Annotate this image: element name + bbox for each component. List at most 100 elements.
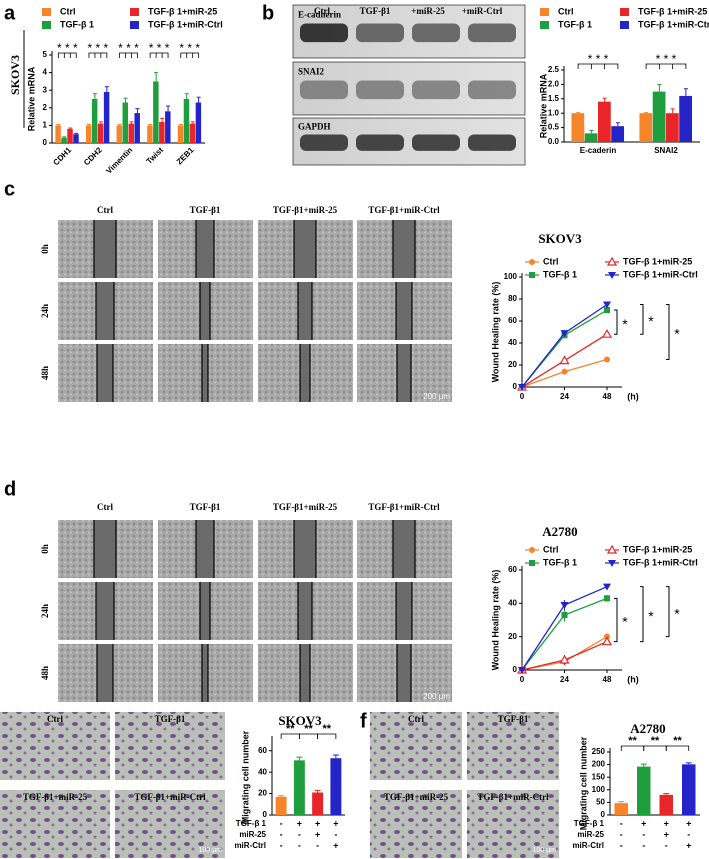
wound-gap	[397, 644, 411, 702]
bar	[293, 760, 305, 815]
y-tick-label: 100	[592, 785, 606, 794]
condition-sign: +	[664, 818, 669, 828]
legend-swatch	[130, 21, 139, 29]
wound-gap	[393, 220, 415, 278]
bar	[195, 102, 202, 143]
blot-band	[300, 23, 348, 43]
legend-label: TGF-β 1+miR-Ctrl	[623, 557, 698, 567]
x-tick-label: Twist	[145, 145, 166, 166]
significance-label: * * *	[57, 41, 78, 55]
legend-swatch	[620, 21, 629, 29]
legend-label: TGF-β 1	[60, 19, 94, 29]
bar	[61, 137, 67, 143]
bar	[598, 101, 611, 142]
panel-letter: c	[4, 178, 15, 200]
y-axis-label: Migrating cell number	[240, 730, 250, 824]
condition-sign: +	[641, 818, 646, 828]
y-tick-label: 1.5	[548, 94, 560, 103]
panel-letter: a	[4, 2, 16, 24]
blot-band	[300, 80, 348, 100]
blot-row-label: SNAI2	[298, 67, 325, 77]
significance-bracket	[666, 304, 670, 360]
x-tick-label: 24	[560, 392, 569, 401]
marker	[603, 583, 611, 591]
condition-sign: +	[315, 818, 320, 828]
condition-sign: -	[298, 840, 301, 850]
scale-bar-label: 200 μm	[423, 692, 450, 701]
image-label: TGF-β1	[155, 714, 186, 724]
y-tick-label: 0	[513, 665, 518, 674]
condition-sign: +	[664, 829, 669, 839]
image-column-label: TGF-β1	[190, 205, 221, 215]
y-tick-label: 200	[592, 760, 606, 769]
significance-label: *	[622, 614, 628, 630]
condition-sign: -	[687, 829, 690, 839]
blot-band	[468, 80, 516, 100]
bar	[659, 794, 673, 815]
x-tick-label: 0	[520, 392, 525, 401]
microscopy-image	[0, 712, 110, 780]
y-tick-label: 40	[508, 598, 517, 607]
marker	[604, 595, 610, 602]
wound-gap	[196, 520, 214, 578]
wound-gap	[96, 282, 114, 340]
y-tick-label: 100	[504, 272, 518, 281]
panel-letter: d	[4, 478, 16, 500]
wound-gap	[396, 282, 412, 340]
y-tick-label: 20	[508, 632, 517, 641]
marker	[529, 560, 535, 566]
x-tick-label: CDH2	[82, 145, 104, 167]
image-label: Ctrl	[408, 714, 424, 724]
x-tick-label: E-caderin	[580, 146, 617, 155]
microscopy-image	[370, 712, 462, 780]
image-column-label: TGF-β1	[190, 502, 221, 512]
y-tick-label: 0	[263, 810, 268, 819]
significance-label: * * *	[656, 52, 677, 66]
y-tick-label: 60	[508, 316, 517, 325]
microscopy-image	[467, 790, 559, 858]
marker	[561, 368, 568, 375]
y-axis-label: Migrating cell number	[578, 736, 588, 830]
y-tick-label: 40	[508, 338, 517, 347]
significance-label: * * *	[88, 41, 109, 55]
wound-gap	[300, 344, 310, 402]
marker	[560, 330, 569, 338]
bar	[159, 121, 165, 143]
condition-sign: -	[620, 829, 623, 839]
legend-label: TGF-β 1+miR-Ctrl	[148, 19, 223, 29]
bar	[183, 99, 190, 143]
y-tick-label: 80	[508, 294, 517, 303]
scale-bar-label: 100 μm	[199, 847, 223, 854]
wound-gap	[202, 344, 208, 402]
microscopy-image	[370, 790, 462, 858]
image-column-label: Ctrl	[97, 205, 113, 215]
significance-bracket	[317, 733, 337, 739]
significance-bracket	[88, 52, 108, 58]
bar	[312, 792, 324, 815]
marker	[518, 384, 526, 391]
x-tick-label: SNAI2	[654, 146, 678, 155]
y-axis-label: Wound Healing rate (%)	[490, 570, 500, 671]
condition-sign: -	[298, 829, 301, 839]
blot-column-label: +miR-Ctrl	[462, 6, 503, 16]
blot-column-label: TGF-β1	[360, 6, 391, 16]
significance-bracket	[640, 304, 644, 335]
image-column-label: TGF-β1+miR-Ctrl	[368, 205, 440, 215]
significance-label: **	[673, 735, 682, 747]
bar	[128, 123, 134, 143]
condition-sign: -	[665, 840, 668, 850]
significance-label: * * *	[118, 41, 139, 55]
blot-row-label: GAPDH	[298, 121, 331, 131]
wound-gap	[396, 582, 412, 640]
condition-sign: +	[686, 818, 691, 828]
y-tick-label: 2.0	[548, 80, 560, 89]
x-axis-label: (h)	[627, 674, 639, 684]
microscopy-image	[115, 790, 225, 858]
y-tick-label: 2.5	[548, 65, 560, 74]
bar	[91, 99, 98, 143]
microscopy-image	[467, 712, 559, 780]
legend-swatch	[540, 8, 549, 16]
legend-label: TGF-β 1+miR-25	[623, 256, 692, 266]
significance-bracket	[614, 597, 618, 643]
